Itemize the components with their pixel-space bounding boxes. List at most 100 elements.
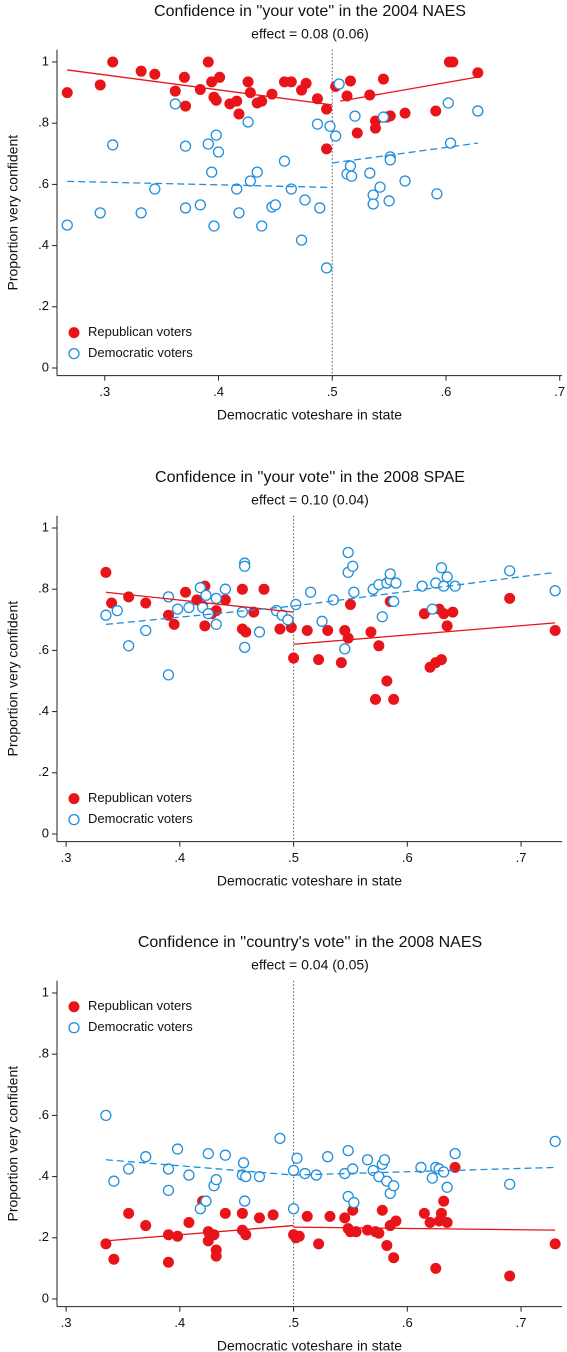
data-point	[179, 140, 192, 152]
data-point	[324, 120, 336, 132]
legend-label: Republican voters	[88, 790, 193, 805]
data-point	[438, 608, 450, 620]
data-point	[253, 1170, 266, 1183]
data-point	[327, 594, 340, 606]
data-point	[236, 606, 249, 618]
data-point	[219, 1149, 231, 1161]
data-point	[438, 1195, 450, 1207]
data-point	[447, 56, 459, 68]
data-point	[435, 1207, 447, 1219]
y-tick-label: .6	[38, 642, 49, 657]
data-point	[374, 181, 386, 193]
data-point	[311, 118, 324, 130]
fit-line	[67, 180, 333, 189]
data-point	[431, 188, 443, 200]
data-point	[239, 1195, 251, 1207]
x-tick-label: .3	[99, 384, 110, 399]
data-point	[388, 595, 400, 608]
data-point	[206, 76, 218, 88]
data-point	[369, 693, 381, 705]
data-point	[390, 577, 402, 589]
data-point	[345, 170, 358, 182]
data-point	[240, 1229, 252, 1241]
data-point	[68, 1001, 80, 1013]
data-point	[240, 626, 252, 638]
data-point	[202, 1147, 214, 1160]
data-point	[100, 566, 112, 578]
data-point	[251, 166, 263, 178]
data-point	[256, 95, 268, 107]
data-point	[278, 155, 291, 167]
x-tick-label: .5	[327, 384, 338, 399]
data-point	[162, 1256, 174, 1268]
data-point	[324, 1210, 336, 1222]
data-point	[183, 601, 195, 614]
data-point	[231, 183, 243, 195]
data-point	[364, 89, 376, 101]
data-point	[442, 97, 454, 109]
data-point	[364, 167, 376, 179]
data-point	[61, 219, 73, 231]
data-point	[202, 56, 214, 68]
data-point	[285, 76, 297, 88]
data-point	[244, 87, 256, 99]
data-point	[304, 586, 317, 598]
data-point	[253, 1212, 265, 1224]
data-point	[449, 1147, 461, 1160]
data-point	[287, 1164, 300, 1177]
data-point	[288, 652, 300, 664]
data-point	[210, 129, 222, 141]
data-point	[377, 73, 389, 85]
data-point	[472, 67, 484, 79]
data-point	[388, 693, 400, 705]
fit-line	[332, 142, 478, 164]
data-point	[388, 1180, 400, 1192]
data-point	[344, 599, 356, 610]
data-point	[171, 603, 184, 615]
data-point	[504, 565, 516, 577]
data-point	[244, 175, 257, 187]
data-point	[106, 597, 118, 609]
x-tick-label: .4	[174, 1315, 185, 1330]
x-tick-label: .7	[516, 1315, 527, 1330]
data-point	[361, 1154, 374, 1166]
data-point	[378, 1154, 391, 1166]
data-point	[206, 166, 218, 178]
data-point	[179, 202, 192, 214]
data-point	[202, 138, 214, 150]
data-point	[274, 1132, 286, 1145]
x-tick-label: .5	[288, 850, 299, 865]
fit-line	[105, 1224, 294, 1242]
y-tick-label: .2	[38, 764, 49, 779]
data-point	[333, 78, 345, 90]
data-point	[426, 603, 438, 615]
y-tick-label: 0	[42, 825, 49, 840]
data-point	[388, 1252, 400, 1264]
data-point	[194, 1203, 206, 1215]
data-point	[210, 94, 222, 106]
data-point	[123, 1207, 135, 1219]
y-axis-label: Proportion very confident	[5, 1066, 21, 1222]
legend-label: Democratic voters	[88, 1019, 193, 1034]
data-point	[347, 560, 359, 572]
data-point	[344, 75, 356, 87]
data-point	[200, 1195, 212, 1207]
x-tick-label: .3	[61, 1315, 72, 1330]
data-point	[210, 592, 222, 605]
data-point	[287, 1203, 300, 1215]
data-point	[200, 589, 212, 601]
data-point	[435, 562, 448, 574]
data-point	[149, 68, 161, 80]
y-tick-label: .8	[38, 1046, 49, 1061]
data-point	[504, 1178, 516, 1190]
fit-line	[105, 605, 294, 626]
data-point	[347, 1163, 359, 1175]
data-point	[430, 105, 442, 117]
data-point	[314, 202, 326, 214]
chart-title: Confidence in ''your vote'' in the 2008 …	[155, 469, 465, 486]
data-point	[183, 1169, 195, 1181]
data-point	[377, 111, 390, 123]
data-point	[111, 604, 123, 617]
data-point	[194, 582, 206, 594]
data-point	[399, 175, 411, 187]
